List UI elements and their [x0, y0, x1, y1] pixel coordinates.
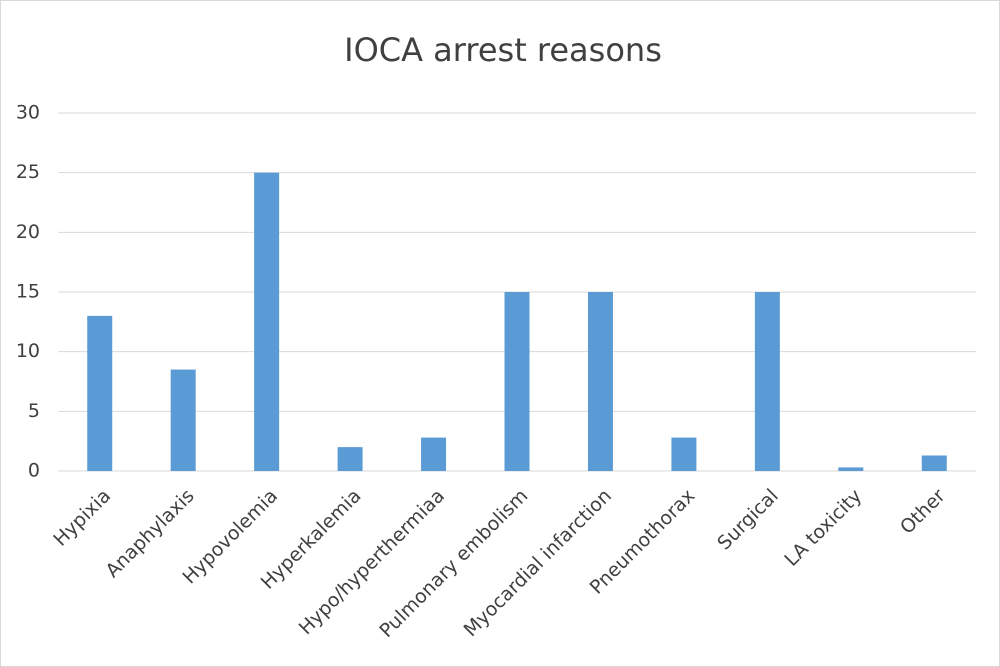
bar: [254, 172, 280, 471]
bar: [671, 437, 697, 471]
y-tick-label: 25: [16, 161, 40, 183]
chart-title: IOCA arrest reasons: [344, 31, 662, 69]
y-tick-label: 0: [28, 460, 40, 482]
y-tick-label: 30: [16, 102, 40, 124]
bar: [587, 292, 613, 471]
y-tick-label: 10: [16, 340, 40, 362]
bar: [421, 437, 447, 471]
bar: [838, 467, 864, 471]
y-tick-label: 20: [16, 221, 40, 243]
y-tick-label: 5: [28, 400, 40, 422]
bar: [337, 447, 363, 471]
bar: [921, 455, 947, 471]
bar: [754, 292, 780, 471]
y-tick-label: 15: [16, 281, 40, 303]
bar: [170, 369, 196, 471]
bar: [504, 292, 530, 471]
bar: [87, 315, 113, 471]
